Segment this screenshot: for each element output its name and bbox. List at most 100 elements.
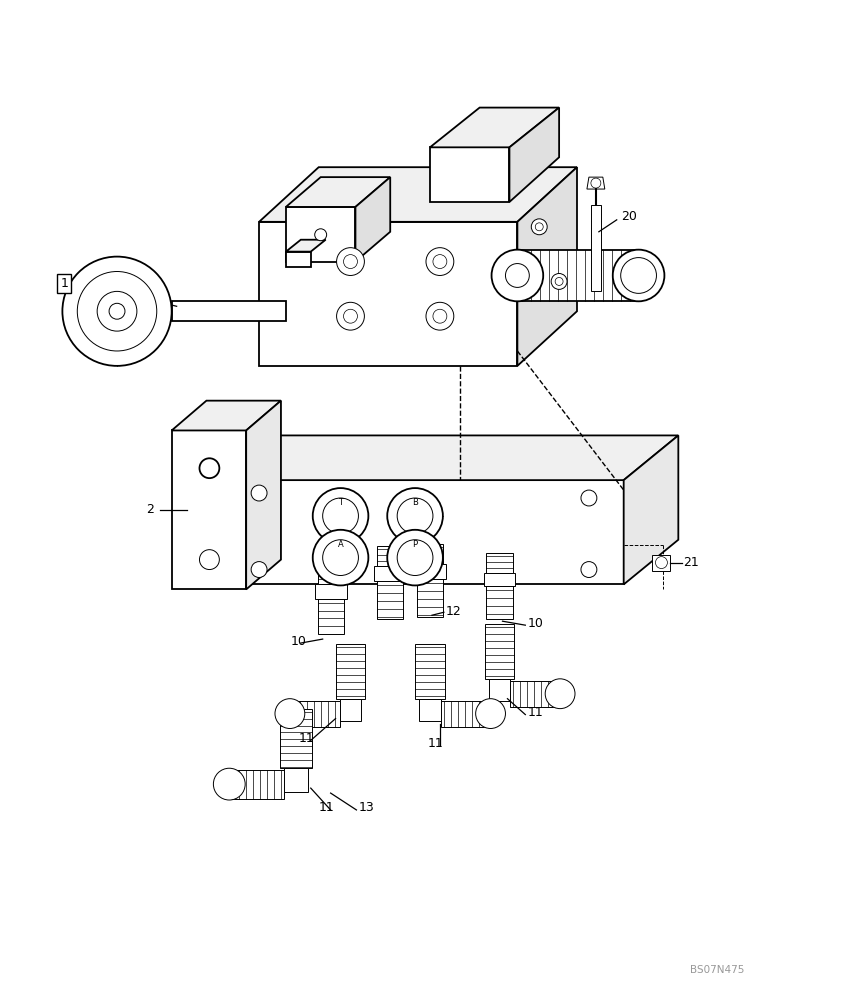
Circle shape [388, 488, 443, 544]
Polygon shape [355, 177, 390, 262]
Circle shape [535, 223, 544, 231]
Text: 11: 11 [428, 737, 444, 750]
Polygon shape [419, 699, 441, 721]
Circle shape [505, 264, 529, 287]
Circle shape [433, 255, 447, 269]
Polygon shape [286, 177, 390, 207]
Circle shape [581, 562, 597, 577]
Polygon shape [510, 681, 560, 707]
Polygon shape [652, 555, 671, 571]
Polygon shape [315, 584, 347, 599]
Text: 21: 21 [683, 556, 699, 569]
Text: 10: 10 [291, 635, 307, 648]
Polygon shape [171, 430, 246, 589]
Circle shape [476, 699, 505, 728]
Circle shape [656, 557, 667, 569]
Circle shape [63, 257, 171, 366]
Polygon shape [441, 701, 490, 727]
Circle shape [343, 309, 358, 323]
Polygon shape [377, 546, 404, 566]
Circle shape [397, 498, 433, 534]
Polygon shape [591, 205, 601, 291]
Polygon shape [374, 566, 406, 581]
Polygon shape [171, 401, 281, 430]
Polygon shape [246, 401, 281, 589]
Polygon shape [280, 709, 312, 768]
Text: 10: 10 [527, 617, 544, 630]
Polygon shape [483, 573, 516, 586]
Polygon shape [517, 250, 639, 301]
Polygon shape [286, 252, 310, 267]
Circle shape [109, 303, 125, 319]
Circle shape [492, 250, 544, 301]
Text: P: P [412, 540, 417, 549]
Polygon shape [171, 301, 286, 321]
Polygon shape [510, 108, 559, 202]
Text: 11: 11 [298, 732, 315, 745]
Circle shape [532, 219, 547, 235]
Polygon shape [587, 177, 605, 189]
Circle shape [214, 768, 245, 800]
Polygon shape [318, 565, 343, 584]
Circle shape [621, 258, 656, 293]
Circle shape [251, 562, 267, 577]
Polygon shape [221, 435, 678, 480]
Circle shape [199, 550, 220, 570]
Circle shape [551, 273, 567, 289]
Circle shape [397, 540, 433, 576]
Text: A: A [338, 540, 343, 549]
Circle shape [313, 488, 368, 544]
Polygon shape [623, 435, 678, 584]
Polygon shape [415, 644, 445, 699]
Polygon shape [487, 586, 512, 619]
Circle shape [613, 250, 665, 301]
Circle shape [426, 302, 454, 330]
Polygon shape [484, 624, 515, 679]
Polygon shape [417, 544, 443, 564]
Circle shape [591, 178, 601, 188]
Polygon shape [284, 768, 308, 792]
Circle shape [98, 291, 137, 331]
Text: 11: 11 [527, 706, 543, 719]
Text: T: T [338, 498, 343, 507]
Text: 12: 12 [446, 605, 461, 618]
Circle shape [388, 530, 443, 585]
Circle shape [343, 255, 358, 269]
Text: 1: 1 [60, 277, 69, 290]
Circle shape [313, 530, 368, 585]
Polygon shape [318, 599, 343, 634]
Circle shape [555, 277, 563, 285]
Polygon shape [517, 167, 577, 366]
Circle shape [426, 248, 454, 275]
Polygon shape [488, 679, 510, 701]
Text: 13: 13 [359, 801, 374, 814]
Circle shape [433, 309, 447, 323]
Text: BS07N475: BS07N475 [689, 965, 745, 975]
Polygon shape [259, 167, 577, 222]
Polygon shape [286, 207, 355, 262]
Text: 11: 11 [319, 801, 334, 814]
Circle shape [199, 458, 220, 478]
Circle shape [581, 490, 597, 506]
Polygon shape [286, 240, 326, 252]
Polygon shape [417, 579, 443, 617]
Polygon shape [229, 770, 284, 799]
Circle shape [337, 302, 365, 330]
Text: 20: 20 [621, 210, 637, 223]
Polygon shape [259, 222, 517, 366]
Circle shape [337, 248, 365, 275]
Polygon shape [414, 564, 446, 579]
Circle shape [315, 229, 326, 241]
Polygon shape [290, 701, 339, 727]
Circle shape [545, 679, 575, 709]
Polygon shape [487, 553, 512, 573]
Polygon shape [430, 108, 559, 147]
Circle shape [77, 272, 157, 351]
Polygon shape [430, 147, 510, 202]
Text: 2: 2 [146, 503, 153, 516]
Circle shape [251, 485, 267, 501]
Circle shape [323, 540, 359, 576]
Polygon shape [339, 699, 361, 721]
Circle shape [323, 498, 359, 534]
Circle shape [275, 699, 304, 728]
